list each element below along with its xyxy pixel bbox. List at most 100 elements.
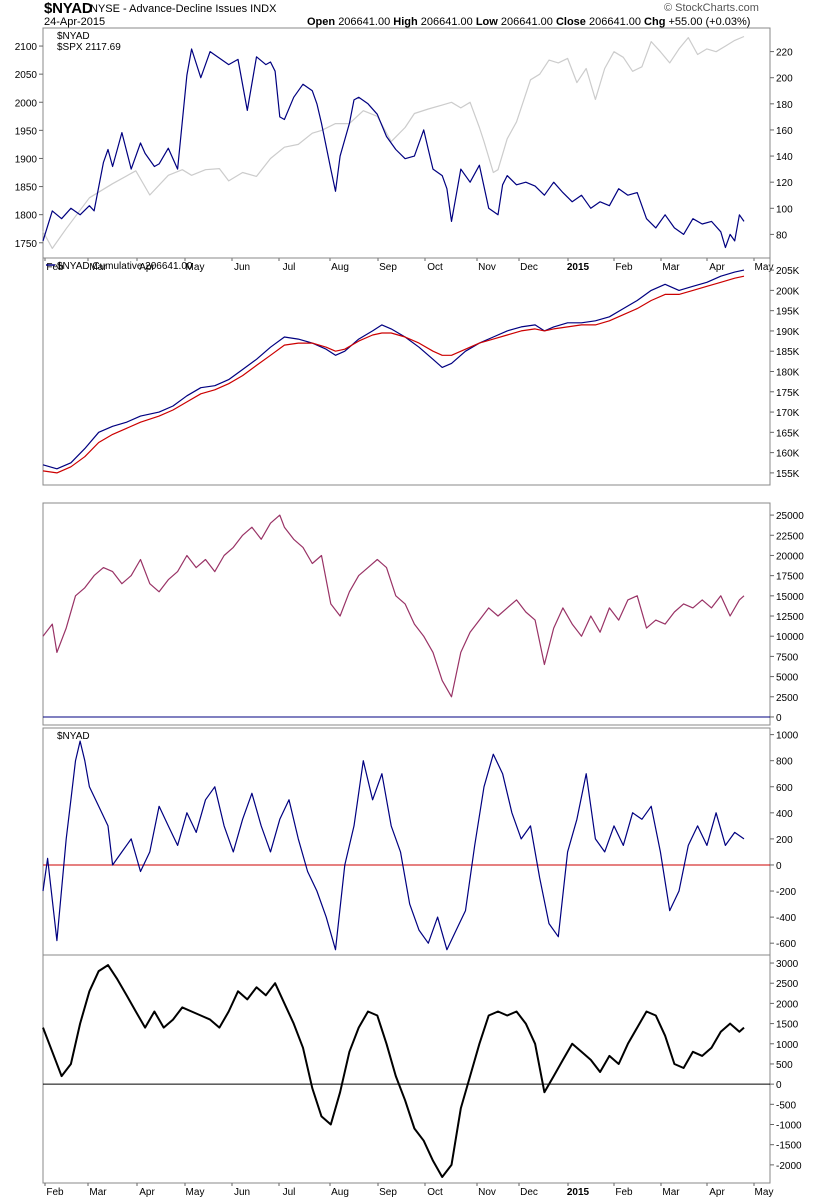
x-tick-label: Sep <box>379 1187 397 1198</box>
x-tick-label: Jul <box>283 262 296 273</box>
symbol-description: NYSE - Advance-Decline Issues INDX <box>90 3 277 15</box>
left-tick-label: 1800 <box>15 211 38 222</box>
x-tick-label: 2015 <box>567 1187 590 1198</box>
series-line-$NYAD <box>42 48 745 249</box>
right-tick-label: 0 <box>776 713 782 724</box>
x-tick-label: Mar <box>662 1187 680 1198</box>
x-tick-label: May <box>186 1187 205 1198</box>
x-tick-label: Aug <box>331 1187 349 1198</box>
panel-price-overlay: 80 100 120 140 160 180 200 220 1750 1800 1850 1900 1… <box>15 27 793 273</box>
x-tick-label: Nov <box>478 262 496 273</box>
x-tick-label: Feb <box>615 262 633 273</box>
left-tick-label: 2050 <box>15 70 38 81</box>
right-tick-label: 170K <box>776 408 800 419</box>
x-tick-label: Feb <box>46 262 64 273</box>
panel-oscillator-3: -2000 -1500 -1000 -500 0 500 1000 1500 2000 2500 3… <box>42 954 802 1198</box>
right-tick-label: -1000 <box>776 1121 802 1132</box>
left-tick-label: 1900 <box>15 154 38 165</box>
right-tick-label: 25000 <box>776 511 804 522</box>
x-tick-label: Mar <box>662 262 680 273</box>
low-value: 206641.00 <box>500 16 553 28</box>
series-line-moving-average <box>42 275 745 474</box>
right-tick-label: 220 <box>776 48 793 59</box>
x-tick-label: May <box>755 1187 774 1198</box>
legend-entry: $NYAD <box>57 31 90 42</box>
x-tick-label: Feb <box>615 1187 633 1198</box>
right-tick-label: 195K <box>776 307 800 318</box>
right-tick-label: -500 <box>776 1100 796 1111</box>
panel-frame <box>42 954 771 1184</box>
right-tick-label: 1000 <box>776 1040 799 1051</box>
symbol-title: $NYAD <box>44 0 93 17</box>
right-tick-label: 0 <box>776 1080 782 1091</box>
right-tick-label: 1500 <box>776 1020 799 1031</box>
right-tick-label: 160 <box>776 126 793 137</box>
right-tick-label: -1500 <box>776 1141 802 1152</box>
right-tick-label: 175K <box>776 388 800 399</box>
x-tick-label: Jun <box>234 1187 250 1198</box>
right-tick-label: 3000 <box>776 959 799 970</box>
right-tick-label: 80 <box>776 230 788 241</box>
x-tick-label: Jun <box>234 262 250 273</box>
series-line-cumulative <box>42 269 745 470</box>
x-tick-label: Apr <box>139 1187 155 1198</box>
left-tick-label: 2100 <box>15 42 38 53</box>
high-label: High <box>393 16 418 28</box>
chart-date: 24-Apr-2015 <box>44 16 106 28</box>
left-tick-label: 2000 <box>15 98 38 109</box>
right-tick-label: 100 <box>776 204 793 215</box>
right-tick-label: 2500 <box>776 979 799 990</box>
right-tick-label: 500 <box>776 1060 793 1071</box>
right-tick-label: 155K <box>776 469 800 480</box>
open-label: Open <box>307 16 336 28</box>
right-tick-label: 5000 <box>776 673 799 684</box>
panel-cumulative: 155K 160K 165K 170K 175K 180K 185K 190K 195K 200K… <box>42 257 800 486</box>
right-tick-label: 15000 <box>776 592 804 603</box>
chg-label: Chg <box>644 16 666 28</box>
panel-frame <box>42 502 771 726</box>
ohlc-readout: Open 206641.00 High 206641.00 Low 206641… <box>307 16 750 28</box>
x-tick-label: Mar <box>89 1187 107 1198</box>
right-tick-label: 600 <box>776 783 793 794</box>
right-tick-label: 1000 <box>776 731 799 742</box>
right-tick-label: 180 <box>776 100 793 111</box>
left-tick-label: 1850 <box>15 183 38 194</box>
x-tick-label: May <box>186 262 205 273</box>
right-tick-label: 140 <box>776 152 793 163</box>
right-tick-label: 17500 <box>776 572 804 583</box>
right-tick-label: 120 <box>776 178 793 189</box>
brand-credit: © StockCharts.com <box>664 2 759 14</box>
series-line-oscillator-2 <box>42 740 745 951</box>
close-value: 206641.00 <box>588 16 641 28</box>
left-tick-label: 1750 <box>15 239 38 250</box>
right-tick-label: 200 <box>776 835 793 846</box>
x-tick-label: Oct <box>427 262 443 273</box>
legend-entry: $SPX 2117.69 <box>57 42 121 53</box>
right-tick-label: 0 <box>776 861 782 872</box>
right-tick-label: -400 <box>776 913 796 924</box>
x-tick-label: Aug <box>331 262 349 273</box>
x-tick-label: Nov <box>478 1187 496 1198</box>
series-line-oscillator-3 <box>42 964 745 1178</box>
right-tick-label: 160K <box>776 449 800 460</box>
right-tick-label: 200K <box>776 286 800 297</box>
right-tick-label: 205K <box>776 266 800 277</box>
right-tick-label: 200 <box>776 74 793 85</box>
high-value: 206641.00 <box>420 16 473 28</box>
x-tick-label: Apr <box>709 262 725 273</box>
right-tick-label: 20000 <box>776 551 804 562</box>
x-tick-label: Apr <box>709 1187 725 1198</box>
x-tick-label: Jul <box>283 1187 296 1198</box>
left-tick-label: 1950 <box>15 126 38 137</box>
right-tick-label: 180K <box>776 368 800 379</box>
right-tick-label: -200 <box>776 887 796 898</box>
right-tick-label: 10000 <box>776 632 804 643</box>
open-value: 206641.00 <box>338 16 391 28</box>
right-tick-label: 2500 <box>776 693 799 704</box>
right-tick-label: 2000 <box>776 999 799 1010</box>
x-tick-label: Oct <box>427 1187 443 1198</box>
right-tick-label: -600 <box>776 939 796 950</box>
right-tick-label: 190K <box>776 327 800 338</box>
